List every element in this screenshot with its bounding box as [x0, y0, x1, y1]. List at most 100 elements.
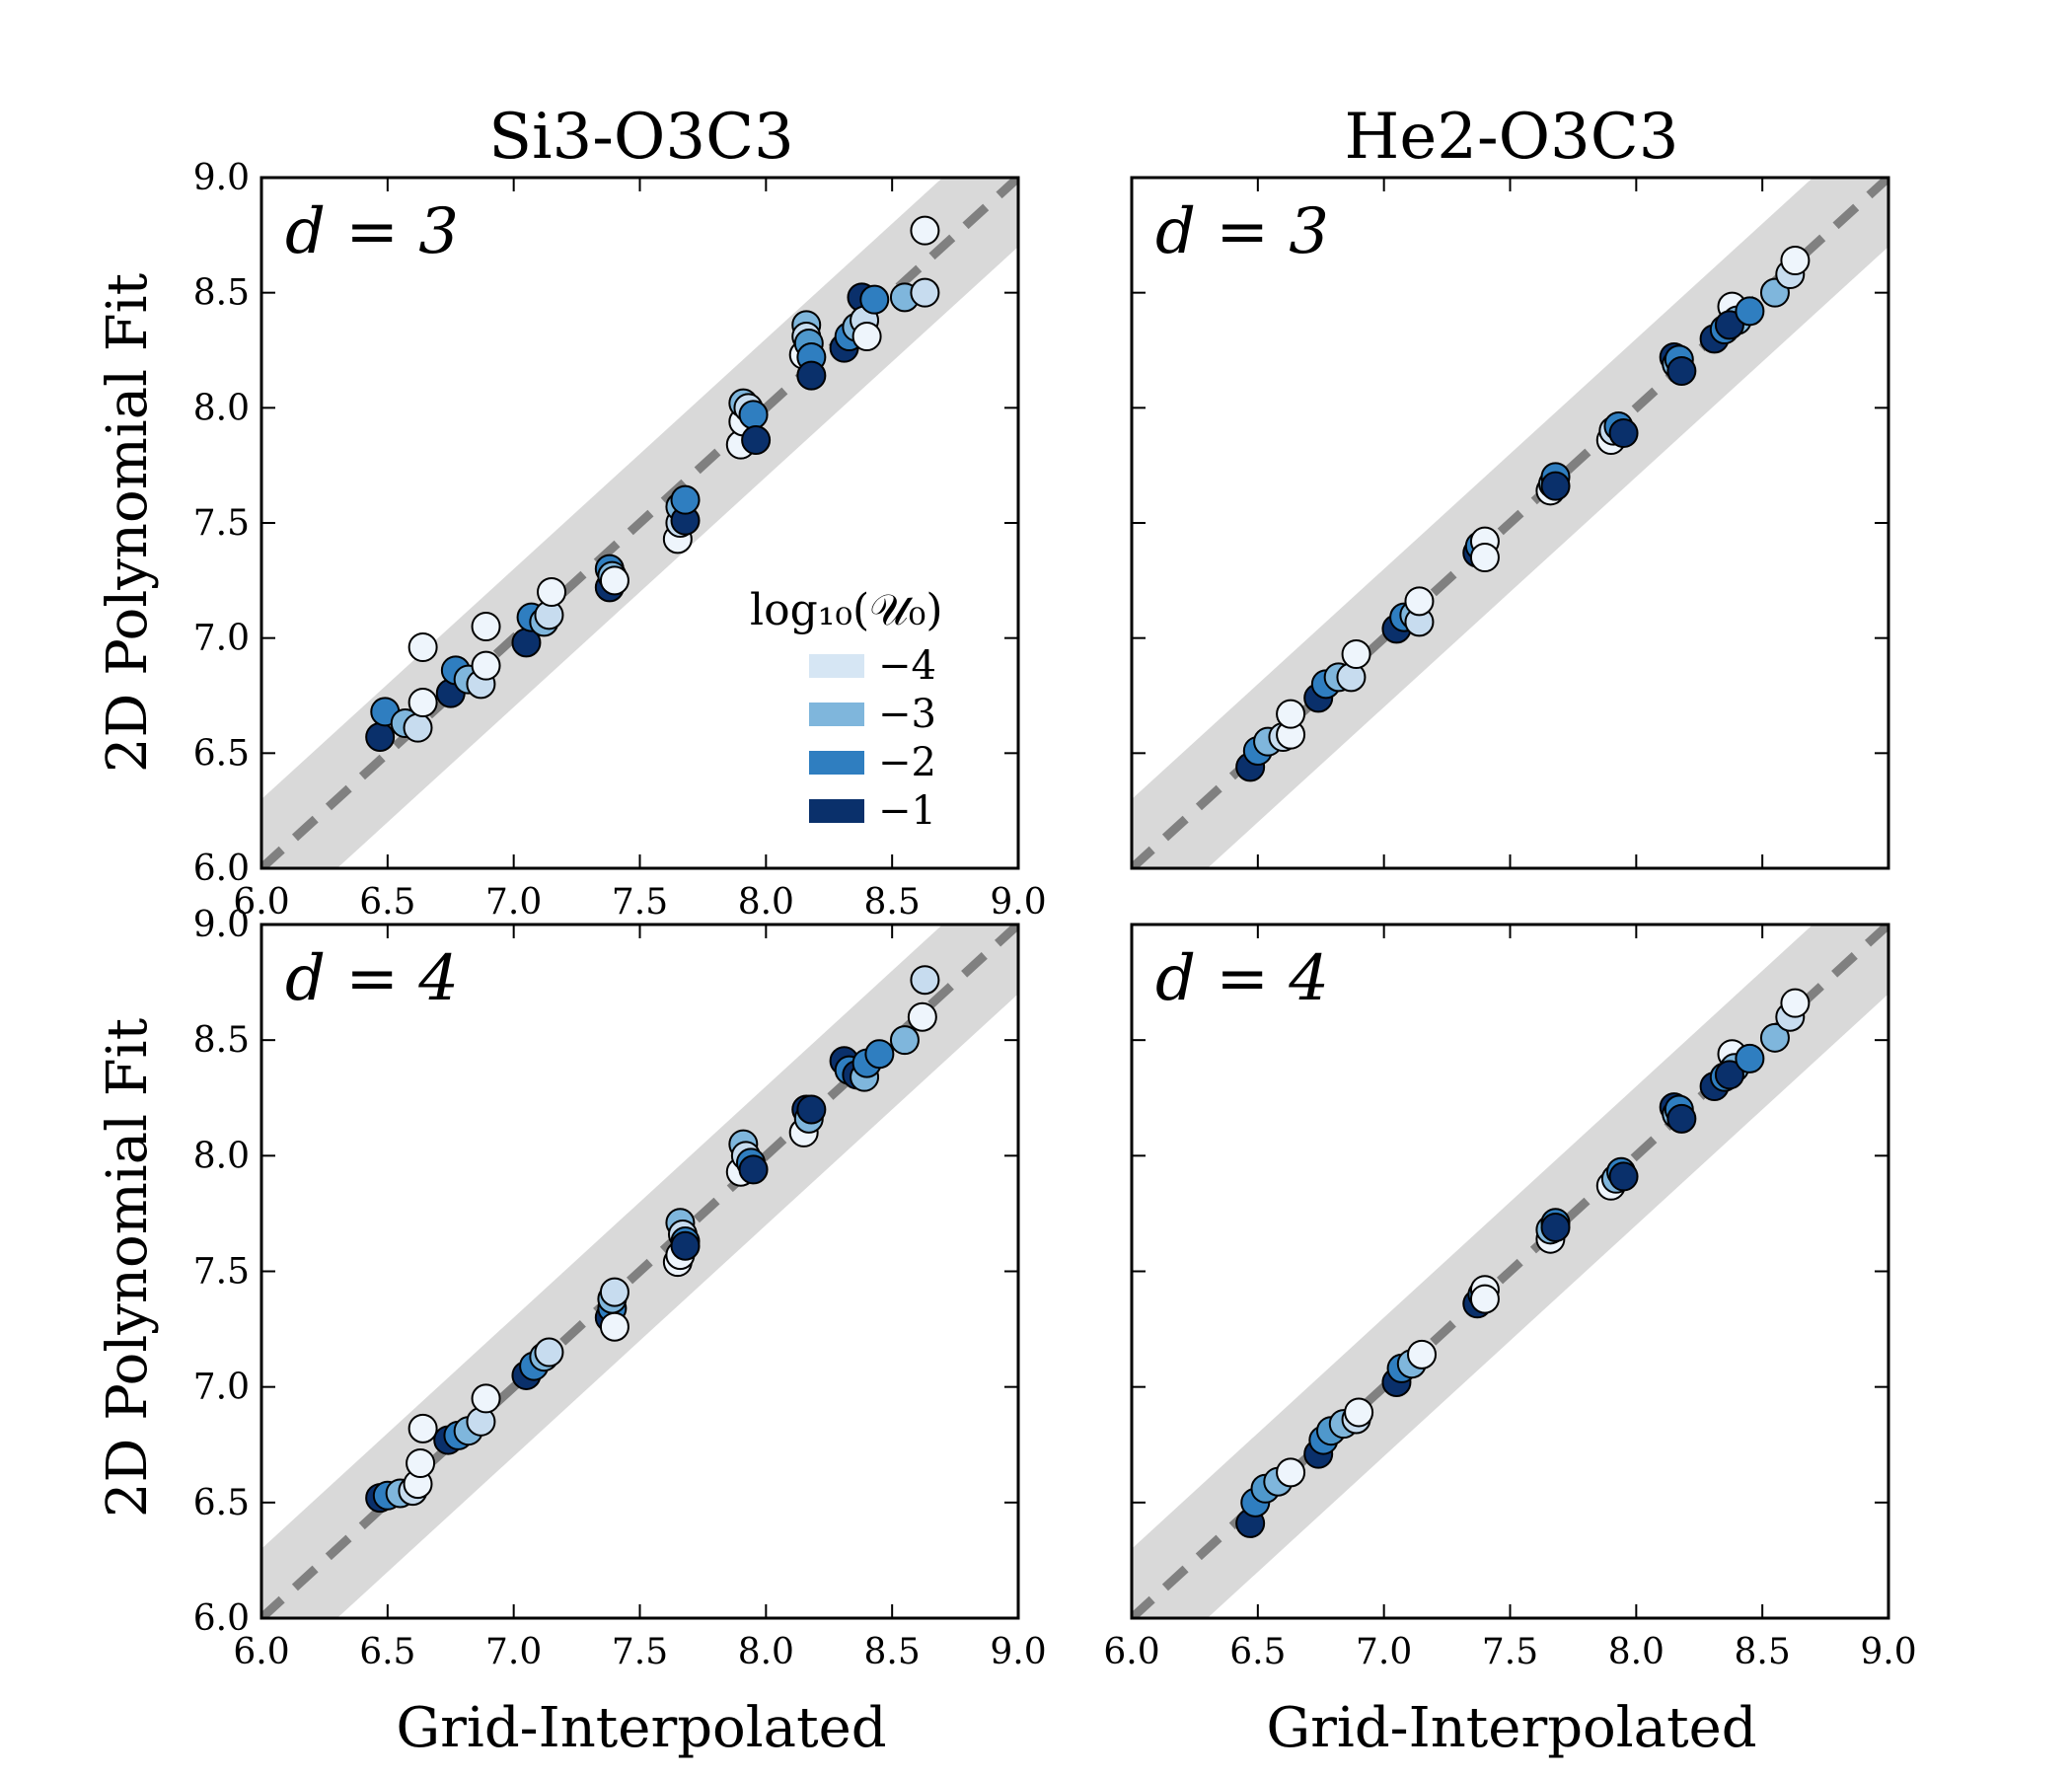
- plot-area: [261, 925, 1018, 1618]
- x-tick-label: 7.5: [1482, 1632, 1538, 1672]
- panel-annotation: d = 3: [285, 195, 459, 268]
- x-tick-label: 8.0: [738, 882, 794, 923]
- data-point: [599, 1311, 629, 1342]
- x-tick-label: 7.0: [485, 1632, 542, 1672]
- panel-annotation: d = 4: [285, 942, 459, 1015]
- panel-si3-d3: 6.0 6.5 7.0 7.5 8.0 8.5 9.0 6.0 6.5 7.0 7.5 8.0 8.5 9…: [193, 158, 1047, 923]
- data-point: [1344, 1397, 1374, 1428]
- data-point: [1735, 1043, 1765, 1073]
- one-to-one-line: [261, 178, 1018, 868]
- data-point: [889, 1025, 920, 1056]
- data-point: [796, 1094, 827, 1125]
- x-axis-title-left: Grid-Interpolated: [396, 1696, 886, 1760]
- panel-si3-d4: 6.0 6.5 7.0 7.5 8.0 8.5 9.0 6.0 6.5 7.0 7.5 8.0 8.5 9…: [193, 905, 1047, 1672]
- data-point: [365, 722, 396, 752]
- data-point: [910, 277, 940, 308]
- data-point: [910, 215, 940, 246]
- data-point: [1469, 1284, 1500, 1314]
- plot-area: [1132, 178, 1888, 868]
- x-tick-label: 8.5: [864, 1632, 921, 1672]
- x-axis-title-right: Grid-Interpolated: [1266, 1696, 1756, 1760]
- plot-area: [261, 178, 1018, 868]
- y-tick-label: 6.5: [193, 733, 250, 774]
- data-point: [1608, 1161, 1639, 1192]
- x-tick-label: 6.0: [233, 1632, 289, 1672]
- x-tick-label: 7.5: [612, 882, 668, 923]
- x-tick-label: 7.0: [1356, 1632, 1412, 1672]
- data-point: [907, 1001, 937, 1032]
- y-tick-label: 9.0: [193, 905, 250, 945]
- x-tick-label: 8.5: [864, 882, 921, 923]
- x-tick-label: 9.0: [990, 1632, 1046, 1672]
- panel-annotation: d = 3: [1155, 195, 1329, 268]
- x-tick-label: 8.5: [1735, 1632, 1791, 1672]
- y-tick-label: 6.0: [193, 1598, 250, 1639]
- data-point: [741, 425, 772, 455]
- data-point: [859, 284, 890, 315]
- one-to-one-line: [1132, 925, 1888, 1618]
- y-tick-label: 9.0: [193, 158, 250, 198]
- data-point: [1666, 356, 1697, 386]
- column-title-he2: He2-O3C3: [1345, 101, 1679, 174]
- y-tick-label: 7.5: [193, 503, 250, 544]
- data-point: [407, 632, 438, 662]
- column-title-si3: Si3-O3C3: [488, 101, 794, 174]
- data-point: [670, 484, 701, 515]
- x-tick-label: 6.0: [1103, 1632, 1159, 1672]
- x-tick-label: 9.0: [990, 882, 1046, 923]
- x-tick-label: 6.5: [1229, 1632, 1286, 1672]
- data-point: [537, 577, 567, 607]
- x-tick-label: 9.0: [1860, 1632, 1916, 1672]
- data-point: [796, 360, 827, 391]
- data-point: [864, 1039, 895, 1070]
- y-tick-label: 8.0: [193, 388, 250, 428]
- data-point: [1759, 1022, 1790, 1053]
- data-point: [471, 1383, 501, 1414]
- legend-label-minus4: −4: [878, 643, 936, 689]
- y-tick-label: 8.5: [193, 273, 250, 314]
- x-tick-label: 7.0: [485, 882, 542, 923]
- data-point: [1276, 1457, 1306, 1488]
- data-point: [1276, 699, 1306, 729]
- y-tick-label: 8.5: [193, 1020, 250, 1061]
- data-point: [407, 1413, 438, 1443]
- data-point: [1735, 296, 1765, 327]
- data-point: [738, 400, 769, 430]
- data-point: [1666, 1103, 1697, 1134]
- y-tick-label: 7.5: [193, 1252, 250, 1293]
- legend-label-minus2: −2: [878, 740, 936, 785]
- panel-he2-d3: d = 3: [1130, 176, 1890, 870]
- data-point: [407, 688, 438, 717]
- y-tick-label: 7.0: [193, 1368, 250, 1408]
- panel-he2-d4: 6.0 6.5 7.0 7.5 8.0 8.5 9.0 d = 4: [1103, 923, 1917, 1672]
- data-point: [471, 650, 501, 681]
- x-tick-label: 7.5: [612, 1632, 668, 1672]
- data-point: [1341, 639, 1371, 669]
- one-to-one-line: [1132, 178, 1888, 868]
- data-point: [1407, 1339, 1438, 1369]
- y-tick-label: 6.5: [193, 1483, 250, 1523]
- plot-area: [1132, 925, 1888, 1618]
- data-point: [599, 565, 629, 596]
- data-point: [471, 612, 501, 641]
- panel-annotation: d = 4: [1155, 942, 1329, 1015]
- data-point: [738, 1154, 769, 1185]
- data-point: [1780, 246, 1811, 275]
- data-point: [1469, 543, 1500, 572]
- x-tick-label: 8.0: [738, 1632, 794, 1672]
- data-point: [1714, 310, 1744, 340]
- x-tick-label: 6.5: [359, 1632, 415, 1672]
- one-to-one-line: [261, 925, 1018, 1618]
- legend-label-minus3: −3: [878, 692, 936, 737]
- data-point: [1608, 418, 1639, 448]
- legend-swatch-minus1: [809, 799, 864, 823]
- legend-swatch-minus3: [809, 703, 864, 726]
- data-point: [1780, 988, 1811, 1018]
- data-point: [851, 322, 882, 351]
- data-point: [599, 1277, 629, 1307]
- x-tick-label: 6.0: [233, 882, 289, 923]
- legend-title: log₁₀(𝒰₀): [750, 585, 943, 635]
- data-point: [1540, 1212, 1571, 1242]
- data-point: [1540, 471, 1571, 501]
